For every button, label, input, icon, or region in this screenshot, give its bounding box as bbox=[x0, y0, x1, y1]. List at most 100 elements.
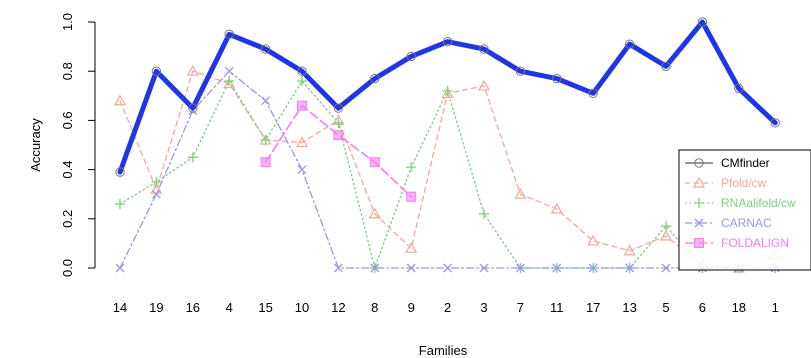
series-foldalign bbox=[260, 100, 417, 202]
x-tick-label: 15 bbox=[258, 300, 272, 315]
series-line bbox=[117, 19, 778, 175]
data-point bbox=[514, 187, 527, 199]
data-point bbox=[406, 263, 416, 273]
legend-marker bbox=[692, 176, 706, 188]
data-point bbox=[297, 76, 307, 87]
data-point bbox=[661, 61, 671, 71]
x-tick-label: 8 bbox=[371, 300, 378, 315]
data-point bbox=[368, 207, 381, 219]
x-axis-title: Families bbox=[419, 343, 468, 358]
y-tick-label: 0.6 bbox=[60, 111, 75, 129]
data-point bbox=[224, 66, 234, 76]
y-axis-title: Accuracy bbox=[28, 118, 43, 172]
legend: CMfinder Pfold/cw RNAalifold/cw CARNAC FOLDA… bbox=[678, 149, 811, 271]
x-axis: 14 19 16 4 15 10 12 8 9 2 3 7 11 17 13 5 6 18 1 bbox=[113, 300, 779, 315]
data-point bbox=[479, 263, 489, 273]
legend-box bbox=[678, 149, 811, 271]
data-point bbox=[188, 103, 198, 113]
data-point bbox=[442, 85, 453, 96]
series-layer bbox=[113, 17, 782, 273]
data-point bbox=[550, 202, 563, 214]
data-point bbox=[151, 189, 161, 199]
data-point bbox=[405, 242, 418, 253]
y-axis: 0.0 0.2 0.4 0.6 0.8 1.0 bbox=[60, 13, 96, 277]
data-point bbox=[443, 263, 453, 273]
series-carnac bbox=[115, 66, 780, 273]
x-tick-label: 19 bbox=[149, 300, 163, 315]
data-point bbox=[224, 29, 234, 39]
data-point bbox=[588, 263, 598, 273]
data-point bbox=[661, 263, 671, 273]
series-line bbox=[119, 80, 776, 269]
data-point bbox=[370, 263, 380, 273]
data-point bbox=[406, 191, 417, 202]
data-point bbox=[659, 229, 673, 241]
data-point bbox=[115, 263, 125, 273]
x-tick-label: 11 bbox=[550, 300, 564, 315]
data-point bbox=[151, 66, 162, 76]
data-point bbox=[624, 39, 635, 49]
data-point bbox=[186, 64, 199, 76]
y-tick-label: 0.2 bbox=[60, 210, 75, 228]
data-point bbox=[479, 44, 489, 54]
data-point bbox=[333, 263, 343, 273]
legend-marker bbox=[694, 158, 704, 168]
data-point bbox=[260, 135, 271, 146]
data-point bbox=[260, 157, 271, 168]
x-tick-label: 17 bbox=[586, 300, 600, 315]
data-point bbox=[479, 208, 489, 219]
x-tick-label: 1 bbox=[772, 300, 779, 315]
data-point bbox=[587, 234, 600, 246]
data-point bbox=[261, 96, 271, 106]
x-tick-label: 3 bbox=[480, 300, 487, 315]
data-point bbox=[442, 36, 453, 47]
data-point bbox=[297, 165, 307, 175]
x-tick-label: 18 bbox=[732, 300, 746, 315]
data-point bbox=[625, 263, 635, 273]
data-point bbox=[770, 118, 780, 128]
series-line bbox=[264, 104, 413, 198]
y-tick-label: 0.4 bbox=[60, 161, 75, 179]
x-tick-label: 9 bbox=[408, 300, 415, 315]
data-point bbox=[333, 103, 344, 113]
x-tick-label: 12 bbox=[331, 300, 345, 315]
data-point bbox=[297, 66, 307, 76]
data-point bbox=[515, 263, 525, 273]
data-point bbox=[370, 73, 380, 84]
series-cmfinder bbox=[115, 17, 780, 177]
x-tick-label: 10 bbox=[295, 300, 309, 315]
legend-label: RNAalifold/cw bbox=[721, 196, 796, 210]
legend-label: CARNAC bbox=[721, 216, 772, 230]
x-tick-label: 7 bbox=[517, 300, 524, 315]
x-tick-label: 16 bbox=[186, 300, 200, 315]
data-point bbox=[223, 77, 236, 89]
data-point bbox=[661, 221, 671, 232]
data-point bbox=[515, 66, 526, 76]
data-point bbox=[260, 44, 271, 54]
data-point bbox=[297, 100, 307, 111]
data-point bbox=[697, 17, 708, 27]
data-point bbox=[369, 157, 380, 168]
y-tick-label: 0.8 bbox=[60, 62, 75, 80]
x-tick-label: 14 bbox=[113, 300, 127, 315]
data-point bbox=[406, 51, 416, 62]
legend-label: CMfinder bbox=[721, 156, 770, 170]
legend-marker bbox=[694, 218, 704, 228]
data-point bbox=[441, 87, 454, 98]
data-point bbox=[406, 162, 417, 173]
legend-marker bbox=[694, 238, 704, 248]
data-point bbox=[187, 152, 198, 163]
data-point bbox=[115, 199, 125, 210]
data-point bbox=[333, 117, 344, 128]
legend-label: Pfold/cw bbox=[721, 176, 767, 190]
data-point bbox=[552, 73, 562, 84]
data-point bbox=[588, 88, 598, 99]
legend-label: FOLDALIGN bbox=[721, 236, 789, 250]
data-point bbox=[552, 263, 562, 273]
data-point bbox=[477, 79, 491, 91]
data-point bbox=[734, 83, 744, 94]
y-tick-label: 1.0 bbox=[60, 13, 75, 31]
data-point bbox=[115, 167, 125, 177]
data-point bbox=[151, 176, 162, 187]
